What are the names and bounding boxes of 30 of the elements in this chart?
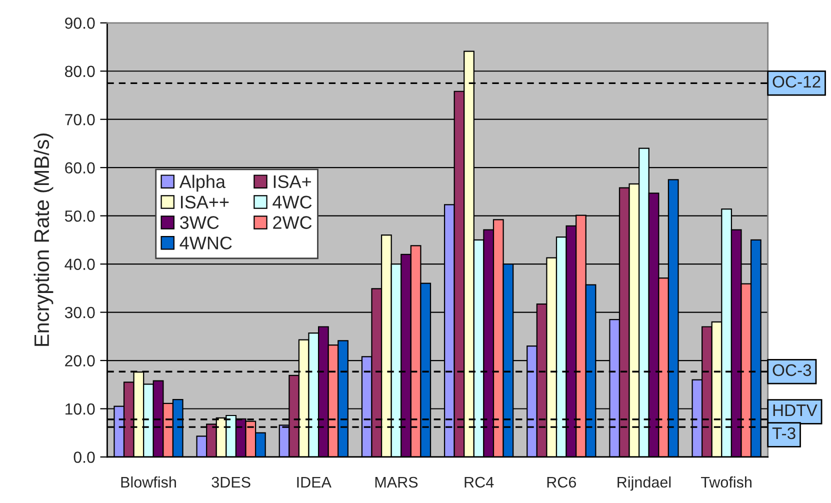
y-tick-label: 20.0 xyxy=(65,355,95,366)
y-tick-label: 50.0 xyxy=(64,210,95,222)
x-tick-label: Blowfish xyxy=(121,476,176,488)
y-tick-label: 10.0 xyxy=(66,403,95,415)
ref-line-label: T-3 xyxy=(772,427,796,440)
x-tick-label: RC6 xyxy=(547,476,576,488)
x-tick-label: MARS xyxy=(375,476,418,488)
y-tick-label: 30.0 xyxy=(64,306,95,318)
y-axis-title: Encryption Rate (MB/s) xyxy=(34,134,54,346)
legend-label: ISA++ xyxy=(181,196,229,209)
legend-label: ISA+ xyxy=(274,175,311,188)
ref-line-label: HDTV xyxy=(773,404,818,416)
x-tick-label: Twofish xyxy=(701,476,752,488)
x-tick-label: 3DES xyxy=(212,476,250,488)
legend-label: 4WC xyxy=(272,196,312,209)
y-tick-label: 60.0 xyxy=(65,162,95,174)
y-tick-label: 80.0 xyxy=(65,66,95,78)
y-tick-label: 90.0 xyxy=(65,18,95,29)
legend-label: 3WC xyxy=(180,216,219,229)
y-tick-label: 0.0 xyxy=(74,452,95,463)
legend-label: 4WNC xyxy=(180,236,232,250)
y-tick-label: 70.0 xyxy=(65,114,95,126)
x-tick-label: Rijndael xyxy=(618,476,671,491)
x-tick-label: RC4 xyxy=(464,476,494,488)
x-tick-label: IDEA xyxy=(297,476,332,488)
legend-label: 2WC xyxy=(273,216,312,229)
legend-label: Alpha xyxy=(179,174,226,192)
y-tick-label: 40.0 xyxy=(64,258,95,270)
ref-line-label: OC-3 xyxy=(772,364,812,376)
ref-line-label: OC-12 xyxy=(772,76,820,88)
